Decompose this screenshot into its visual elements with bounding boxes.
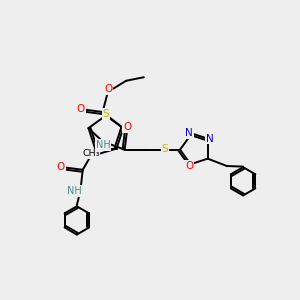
Text: N: N	[185, 128, 193, 138]
Text: CH₃: CH₃	[82, 149, 100, 158]
Text: O: O	[185, 161, 193, 171]
Text: O: O	[57, 162, 65, 172]
Text: N: N	[206, 134, 213, 144]
Text: O: O	[123, 122, 131, 132]
Text: S: S	[162, 144, 168, 154]
Text: O: O	[104, 84, 112, 94]
Text: NH: NH	[95, 140, 110, 150]
Text: O: O	[77, 104, 85, 114]
Text: NH: NH	[67, 186, 81, 196]
Text: S: S	[103, 109, 109, 119]
